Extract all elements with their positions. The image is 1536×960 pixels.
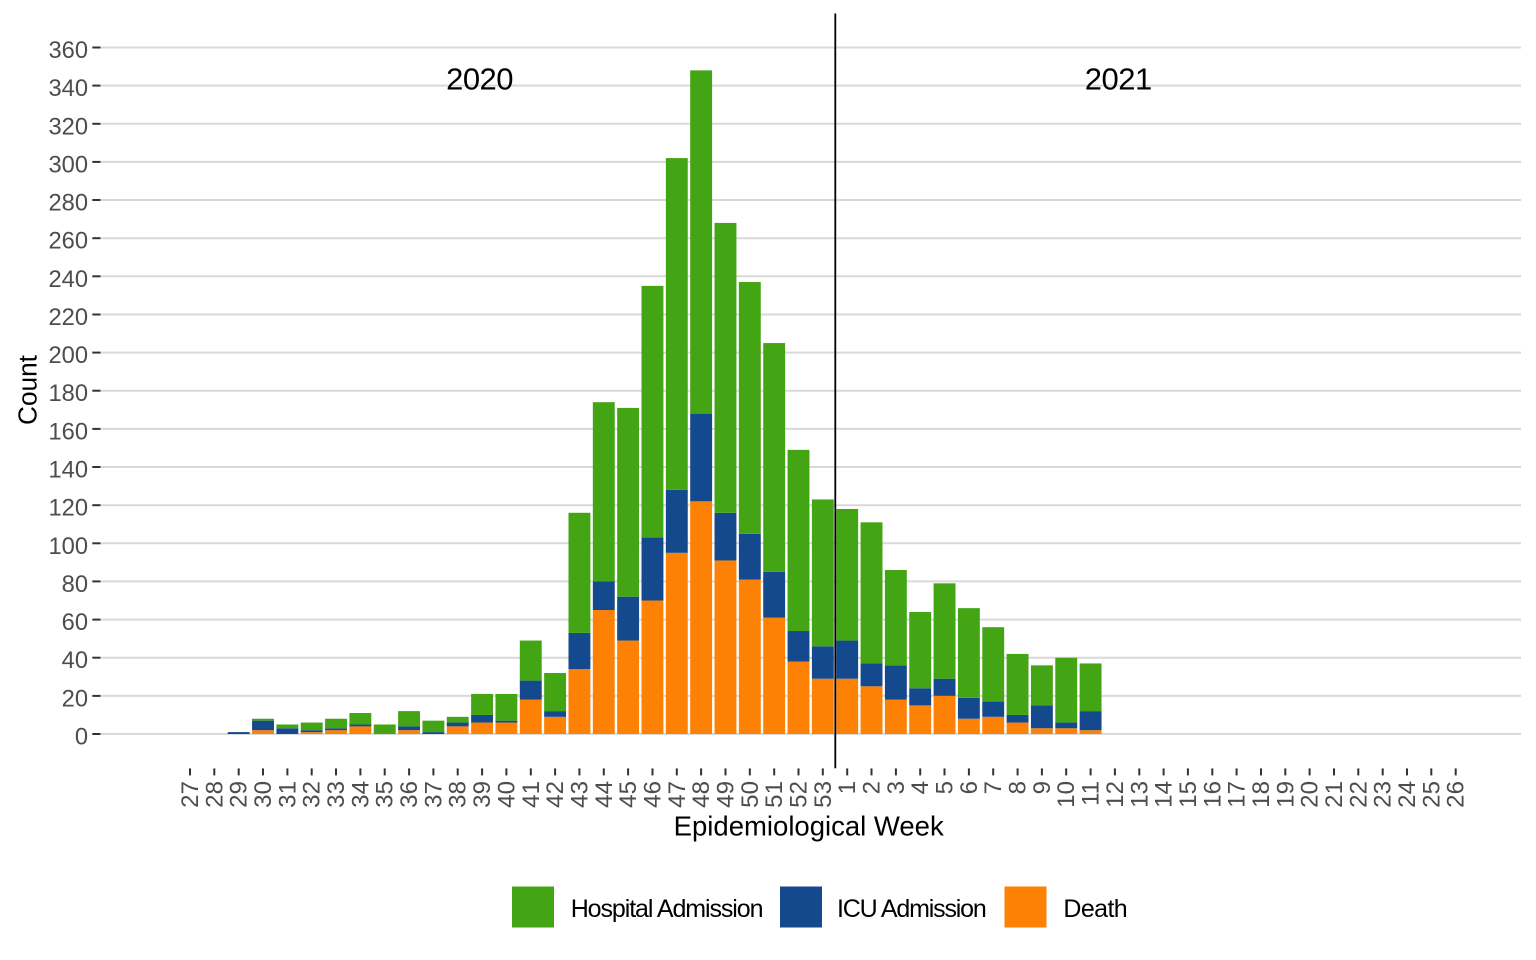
svg-text:8: 8 (1005, 781, 1032, 794)
svg-text:120: 120 (48, 496, 88, 522)
svg-text:42: 42 (542, 781, 569, 808)
svg-text:50: 50 (737, 781, 764, 808)
svg-text:40: 40 (493, 781, 520, 808)
svg-text:26: 26 (1443, 781, 1470, 808)
svg-text:34: 34 (347, 781, 374, 808)
svg-text:51: 51 (761, 781, 788, 808)
svg-text:38: 38 (445, 781, 472, 808)
svg-text:36: 36 (396, 781, 423, 808)
svg-text:27: 27 (177, 781, 204, 808)
svg-text:20: 20 (62, 686, 88, 712)
svg-text:22: 22 (1345, 781, 1372, 808)
svg-text:60: 60 (62, 610, 88, 636)
svg-text:52: 52 (786, 781, 813, 808)
svg-text:Epidemiological Week: Epidemiological Week (674, 810, 944, 841)
svg-text:100: 100 (48, 534, 88, 560)
svg-text:29: 29 (226, 781, 253, 808)
svg-text:260: 260 (48, 229, 88, 255)
svg-text:46: 46 (640, 781, 667, 808)
svg-text:28: 28 (201, 781, 228, 808)
svg-text:ICU Admission: ICU Admission (837, 895, 987, 923)
svg-text:35: 35 (372, 781, 399, 808)
svg-text:5: 5 (932, 781, 959, 794)
svg-text:320: 320 (48, 114, 88, 140)
svg-text:41: 41 (518, 781, 545, 808)
svg-text:2020: 2020 (446, 61, 513, 96)
svg-text:49: 49 (713, 781, 740, 808)
svg-text:200: 200 (48, 343, 88, 369)
svg-text:10: 10 (1053, 781, 1080, 808)
svg-text:37: 37 (420, 781, 447, 808)
svg-text:0: 0 (75, 725, 88, 751)
svg-text:32: 32 (299, 781, 326, 808)
svg-text:Death: Death (1063, 895, 1127, 923)
svg-text:17: 17 (1224, 781, 1251, 808)
svg-text:14: 14 (1151, 781, 1178, 808)
svg-text:53: 53 (810, 781, 837, 808)
svg-text:18: 18 (1248, 781, 1275, 808)
svg-text:12: 12 (1102, 781, 1129, 808)
svg-text:7: 7 (980, 781, 1007, 794)
svg-text:24: 24 (1394, 781, 1421, 808)
svg-text:140: 140 (48, 458, 88, 484)
svg-text:40: 40 (62, 648, 88, 674)
svg-text:23: 23 (1370, 781, 1397, 808)
svg-text:47: 47 (664, 781, 691, 808)
svg-text:16: 16 (1199, 781, 1226, 808)
svg-text:13: 13 (1126, 781, 1153, 808)
svg-text:15: 15 (1175, 781, 1202, 808)
svg-text:220: 220 (48, 305, 88, 331)
svg-text:48: 48 (688, 781, 715, 808)
svg-text:30: 30 (250, 781, 277, 808)
svg-text:11: 11 (1078, 781, 1105, 806)
svg-text:43: 43 (566, 781, 593, 808)
svg-text:44: 44 (591, 781, 618, 808)
svg-text:21: 21 (1321, 781, 1348, 808)
svg-text:3: 3 (883, 781, 910, 794)
svg-text:Count: Count (13, 354, 43, 425)
svg-text:280: 280 (48, 191, 88, 217)
svg-text:340: 340 (48, 76, 88, 102)
svg-text:300: 300 (48, 152, 88, 178)
svg-text:1: 1 (834, 781, 861, 794)
svg-text:6: 6 (956, 781, 983, 794)
svg-text:39: 39 (469, 781, 496, 808)
svg-text:360: 360 (48, 38, 88, 64)
svg-text:Hospital Admission: Hospital Admission (571, 895, 764, 923)
svg-text:19: 19 (1272, 781, 1299, 808)
svg-text:2: 2 (859, 781, 886, 794)
svg-text:20: 20 (1297, 781, 1324, 808)
svg-text:25: 25 (1418, 781, 1445, 808)
svg-text:33: 33 (323, 781, 350, 808)
svg-text:240: 240 (48, 267, 88, 293)
svg-text:9: 9 (1029, 781, 1056, 794)
svg-text:4: 4 (907, 781, 934, 794)
svg-text:180: 180 (48, 381, 88, 407)
svg-text:31: 31 (274, 781, 301, 808)
svg-text:80: 80 (62, 572, 88, 598)
svg-text:160: 160 (48, 419, 88, 445)
svg-text:2021: 2021 (1085, 61, 1152, 96)
svg-text:45: 45 (615, 781, 642, 808)
